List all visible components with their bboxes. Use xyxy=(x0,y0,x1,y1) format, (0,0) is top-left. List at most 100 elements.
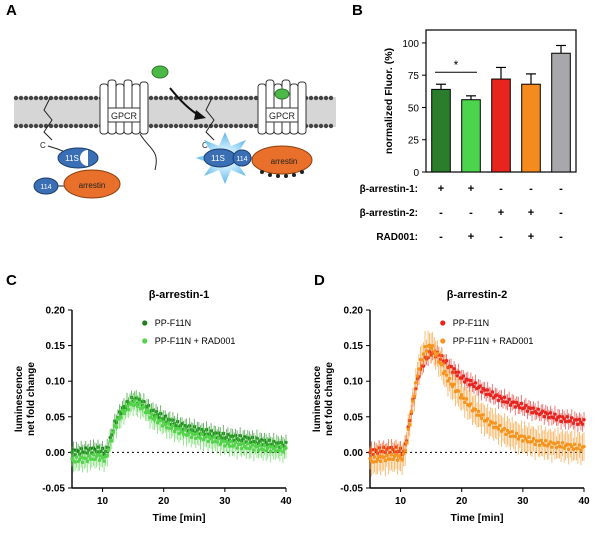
d-series-0-point-106 xyxy=(530,411,534,415)
c-series-1-point-82 xyxy=(195,431,200,436)
d-series-1-point-134 xyxy=(573,442,577,446)
c-series-1-point-54 xyxy=(152,418,157,422)
c-series-1-point-70 xyxy=(177,431,181,436)
c-series-1 xyxy=(70,390,288,473)
c-series-1-point-10 xyxy=(85,459,89,464)
d-series-1-point-11 xyxy=(385,453,389,458)
y-tick-label-4: 100 xyxy=(402,39,419,50)
d-series-1-point-5 xyxy=(375,457,380,462)
c-series-1-point-140 xyxy=(284,446,288,450)
d-series-1-point-18 xyxy=(395,458,400,462)
c-series-1-point-126 xyxy=(262,443,267,448)
c-series-1-point-110 xyxy=(238,442,242,447)
d-series-1-point-36 xyxy=(423,345,427,349)
gpcr-left: GPCR xyxy=(99,79,157,171)
d-series-1-point-69 xyxy=(473,407,478,412)
d-series-0-point-62 xyxy=(463,380,467,384)
panel-letter-a: A xyxy=(6,2,17,19)
panel-letter-b: B xyxy=(352,2,363,19)
d-x-tick-label-3: 40 xyxy=(578,496,590,507)
d-series-0-point-73 xyxy=(479,390,484,394)
d-series-1-point-27 xyxy=(409,409,413,414)
d-series-0-point-94 xyxy=(511,400,516,404)
d-series-1-point-14 xyxy=(389,452,394,457)
c-series-1-point-18 xyxy=(97,458,102,462)
panel-c-line-chart: β-arrestin-1 -0.05 0.00 0.05 0.10 0.15 0.20 10 2… xyxy=(14,289,292,524)
y-tick-label-1: 25 xyxy=(408,136,420,147)
d-series-0-point-56 xyxy=(453,370,458,374)
d-series-0-point-97 xyxy=(516,403,520,408)
c-series-1-point-67 xyxy=(172,429,177,434)
bar-4 xyxy=(551,52,571,173)
d-series-1-point-91 xyxy=(507,430,511,435)
d-series-1-point-44 xyxy=(435,351,439,356)
c-y-axis-label-1: net fold change xyxy=(26,362,37,436)
c-legend-label-0: PP-F11N xyxy=(155,318,191,328)
d-series-1-point-81 xyxy=(492,425,496,430)
d-series-1-point-49 xyxy=(443,369,447,374)
c-series-1-point-78 xyxy=(189,435,193,440)
c-series-1-point-77 xyxy=(188,430,192,434)
panel-letter-c: C xyxy=(6,272,17,289)
d-series-1-point-25 xyxy=(406,427,410,431)
condition-mark-1-2: + xyxy=(498,207,504,219)
condition-mark-2-1: + xyxy=(468,231,474,243)
d-series-0-point-50 xyxy=(444,359,449,363)
condition-mark-1-4: - xyxy=(559,207,563,219)
d-series-1-point-111 xyxy=(537,443,542,447)
c-x-tick-label-1: 20 xyxy=(158,496,170,507)
gpcr-left-label: GPCR xyxy=(111,111,138,121)
c-series-1-point-47 xyxy=(142,404,146,409)
c-series-1-point-40 xyxy=(131,403,135,407)
d-series-1-point-63 xyxy=(464,397,468,401)
d-chart-title: β-arrestin-2 xyxy=(447,289,508,301)
c-series-1-point-35 xyxy=(123,408,128,413)
d-series-1-point-114 xyxy=(542,443,546,447)
d-series-0-point-92 xyxy=(508,403,513,407)
c-series-1-point-6 xyxy=(79,455,83,459)
d-series-0-point-113 xyxy=(541,409,545,413)
svg-text:C: C xyxy=(202,141,208,150)
c-y-tick-label-4: 0.15 xyxy=(46,341,66,352)
d-series-1-point-42 xyxy=(432,349,436,354)
y-tick-label-2: 50 xyxy=(408,103,420,114)
d-series-1-point-3 xyxy=(372,455,377,459)
d-series-0-point-120 xyxy=(551,416,556,420)
c-series-1-point-3 xyxy=(74,455,79,459)
c-y-tick-label-1: 0.00 xyxy=(46,448,66,459)
d-series-1-point-129 xyxy=(565,442,569,446)
c-series-1-point-102 xyxy=(226,441,230,446)
d-series-1-point-99 xyxy=(519,434,524,438)
d-series-1-point-59 xyxy=(458,396,462,400)
c-series-1-point-93 xyxy=(212,435,216,440)
c-series-1-point-84 xyxy=(198,436,203,440)
c-series-1-point-32 xyxy=(119,415,123,420)
d-y-tick-label-0: -0.05 xyxy=(340,484,363,495)
d-series-1-point-84 xyxy=(496,427,501,431)
d-series-1-point-106 xyxy=(530,439,534,444)
svg-text:114: 114 xyxy=(236,156,247,163)
c-tail-left xyxy=(43,97,53,141)
condition-mark-0-4: - xyxy=(559,183,563,195)
panel-a-schematic: GPCR C 11S 114 arrestin GPCR C xyxy=(13,65,336,199)
d-series-1-point-15 xyxy=(391,457,395,462)
d-series-1-point-130 xyxy=(567,447,571,451)
condition-mark-1-3: + xyxy=(528,207,534,219)
c-series-1-point-136 xyxy=(278,448,282,452)
d-series-1-point-101 xyxy=(522,434,527,439)
c-series-1-point-44 xyxy=(137,400,141,405)
d-series-0-point-91 xyxy=(507,397,511,401)
d-series-0-point-103 xyxy=(525,409,530,413)
d-series-1-point-62 xyxy=(463,400,467,405)
d-series-1-point-13 xyxy=(388,457,392,461)
d-series-0-point-69 xyxy=(473,381,478,385)
c-series-1-point-89 xyxy=(206,439,210,444)
d-y-tick-label-1: 0.00 xyxy=(344,448,364,459)
svg-text:11S: 11S xyxy=(211,154,225,163)
d-series-0-point-77 xyxy=(486,388,490,392)
condition-mark-2-4: - xyxy=(559,231,563,243)
d-series-1-point-51 xyxy=(446,379,450,383)
d-series-1-point-39 xyxy=(427,343,432,348)
c-series-1-point-119 xyxy=(252,448,256,452)
d-series-0-point-55 xyxy=(452,367,456,371)
